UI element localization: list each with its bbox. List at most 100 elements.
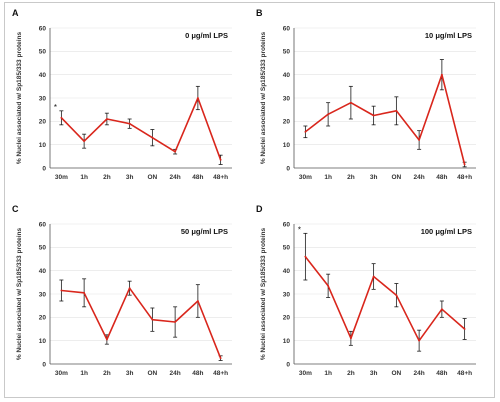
y-tick-label-c-6: 60: [39, 221, 47, 228]
panel-letter-c: C: [12, 204, 19, 214]
data-point-b-3: [372, 114, 375, 117]
data-point-c-5: [174, 321, 177, 323]
data-point-b-0: [304, 130, 307, 133]
panel-letter-b: B: [256, 8, 263, 18]
data-point-a-2: [105, 118, 108, 120]
y-tick-label-a-2: 20: [39, 119, 47, 126]
x-tick-label-c-1: 1h: [80, 370, 88, 377]
y-tick-label-a-3: 30: [39, 95, 47, 102]
data-point-c-1: [83, 291, 86, 294]
data-point-d-7: [463, 328, 466, 330]
x-tick-label-d-0: 30m: [299, 370, 312, 377]
data-point-a-5: [174, 150, 177, 153]
x-tick-label-b-1: 1h: [324, 174, 332, 181]
y-axis-label-c: % Nuclei associated w/ Sp185/333 protein…: [16, 228, 23, 361]
y-tick-label-c-0: 0: [42, 361, 46, 368]
x-tick-label-d-6: 48h: [436, 370, 447, 377]
y-tick-label-c-3: 30: [39, 291, 47, 298]
y-tick-label-d-2: 20: [283, 315, 291, 322]
data-point-b-4: [395, 109, 398, 112]
x-tick-label-c-7: 48+h: [213, 370, 228, 377]
y-axis-label-b: % Nuclei associated w/ Sp185/333 protein…: [260, 32, 267, 165]
y-tick-label-d-4: 40: [283, 268, 291, 275]
significance-marker-a-0: *: [54, 103, 57, 112]
series-line-a: [60, 97, 222, 161]
y-tick-label-b-0: 0: [286, 165, 290, 172]
chart-title-a: 0 μg/ml LPS: [185, 31, 228, 40]
y-tick-label-b-1: 10: [283, 142, 291, 149]
y-tick-label-d-1: 10: [283, 338, 291, 345]
x-tick-label-b-5: 24h: [414, 174, 425, 181]
y-tick-label-d-0: 0: [286, 361, 290, 368]
data-point-d-5: [418, 339, 421, 342]
x-tick-label-a-1: 1h: [80, 174, 88, 181]
y-tick-label-c-1: 10: [39, 338, 47, 345]
figure-frame: [4, 2, 495, 398]
chart-title-d: 100 μg/ml LPS: [421, 227, 472, 236]
chart-title-c: 50 μg/ml LPS: [181, 227, 228, 236]
data-point-b-2: [349, 101, 352, 104]
data-point-c-7: [219, 357, 222, 360]
x-tick-label-c-4: ON: [148, 370, 158, 377]
y-tick-label-c-5: 50: [39, 245, 47, 252]
data-point-d-1: [327, 284, 330, 287]
x-tick-label-b-0: 30m: [299, 174, 312, 181]
y-tick-label-c-2: 20: [39, 315, 47, 322]
data-point-d-0: [304, 255, 307, 258]
data-point-a-0: [60, 116, 63, 119]
y-tick-label-d-3: 30: [283, 291, 291, 298]
panel-c: C 50 μg/ml LPS % Nuclei associated w/ Sp18…: [8, 200, 248, 390]
y-tick-label-d-5: 50: [283, 245, 291, 252]
panel-letter-a: A: [12, 8, 19, 18]
data-point-b-1: [327, 113, 330, 116]
series-line-b: [304, 73, 466, 165]
y-tick-label-b-6: 60: [283, 25, 291, 32]
x-tick-label-c-3: 3h: [126, 370, 134, 377]
y-tick-label-b-4: 40: [283, 72, 291, 79]
significance-marker-d-0: *: [298, 225, 301, 234]
data-point-d-6: [440, 308, 443, 311]
panel-a: A 0 μg/ml LPS % Nuclei associated w/ Sp185…: [8, 4, 248, 194]
x-tick-label-a-7: 48+h: [213, 174, 228, 181]
y-tick-label-a-0: 0: [42, 165, 46, 172]
panel-letter-d: D: [256, 204, 263, 214]
y-tick-label-c-4: 40: [39, 268, 47, 275]
x-tick-label-d-7: 48+h: [457, 370, 472, 377]
data-point-a-1: [83, 140, 86, 143]
chart-c-svg: C 50 μg/ml LPS % Nuclei associated w/ Sp18…: [12, 204, 232, 377]
data-point-c-0: [60, 289, 63, 292]
y-tick-label-a-1: 10: [39, 142, 47, 149]
data-point-d-2: [349, 337, 352, 340]
y-tick-label-d-6: 60: [283, 221, 291, 228]
data-point-c-6: [196, 300, 199, 302]
y-tick-label-a-5: 50: [39, 49, 47, 56]
x-tick-label-d-1: 1h: [324, 370, 332, 377]
y-tick-label-b-3: 30: [283, 95, 291, 102]
x-tick-label-c-2: 2h: [103, 370, 111, 377]
y-tick-label-b-5: 50: [283, 49, 291, 56]
chart-title-b: 10 μg/ml LPS: [425, 31, 472, 40]
x-tick-label-a-5: 24h: [170, 174, 181, 181]
x-tick-label-b-4: ON: [392, 174, 402, 181]
x-tick-label-b-2: 2h: [347, 174, 355, 181]
x-tick-label-a-0: 30m: [55, 174, 68, 181]
chart-b-svg: B 10 μg/ml LPS % Nuclei associated w/ Sp18…: [256, 8, 476, 181]
data-point-a-6: [196, 97, 199, 99]
chart-a-svg: A 0 μg/ml LPS % Nuclei associated w/ Sp185…: [12, 8, 232, 181]
data-point-c-4: [151, 318, 154, 321]
y-axis-label-a: % Nuclei associated w/ Sp185/333 protein…: [16, 32, 23, 165]
panel-d: D 100 μg/ml LPS % Nuclei associated w/ Sp1…: [252, 200, 492, 390]
series-line-c: [61, 287, 222, 359]
x-tick-label-d-5: 24h: [414, 370, 425, 377]
data-point-c-2: [105, 338, 108, 341]
data-point-d-3: [372, 275, 375, 278]
data-point-b-7: [463, 163, 466, 166]
chart-d-svg: D 100 μg/ml LPS % Nuclei associated w/ Sp1…: [256, 204, 476, 377]
data-point-b-6: [440, 73, 443, 76]
x-tick-label-b-3: 3h: [370, 174, 378, 181]
x-tick-label-a-4: ON: [148, 174, 158, 181]
data-point-c-3: [128, 287, 131, 290]
x-tick-label-a-2: 2h: [103, 174, 111, 181]
x-tick-label-b-7: 48+h: [457, 174, 472, 181]
panel-b: B 10 μg/ml LPS % Nuclei associated w/ Sp18…: [252, 4, 492, 194]
